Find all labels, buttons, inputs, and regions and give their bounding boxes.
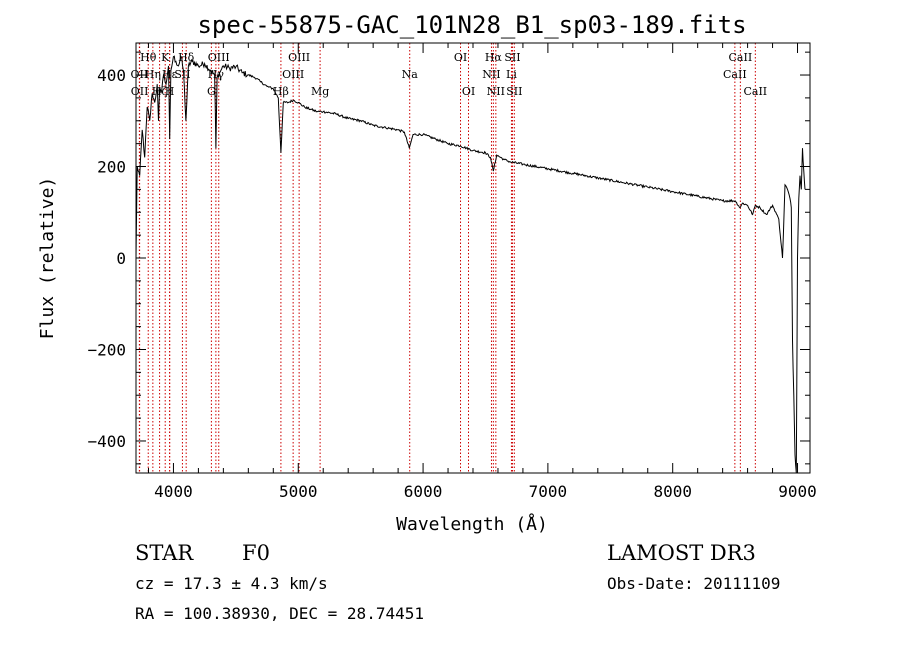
x-tick-label: 7000 — [529, 482, 568, 501]
spectral-line-label: NII — [482, 68, 500, 81]
spectrum-layer — [135, 55, 806, 474]
spectral-line-label: Hα — [485, 51, 503, 64]
x-tick-label: 4000 — [154, 482, 193, 501]
spectral-line-label: CaII — [729, 51, 753, 64]
axes — [135, 42, 811, 474]
coordinates: RA = 100.38930, DEC = 28.74451 — [135, 604, 424, 623]
spectral-line-label: SII — [174, 68, 190, 81]
spectral-line-label: OIII — [282, 68, 304, 81]
spectral-line-markers — [138, 43, 756, 473]
plot-frame — [135, 42, 811, 474]
x-tick-label: 5000 — [279, 482, 318, 501]
object-subclass: F0 — [242, 541, 270, 565]
spectral-line-label: SII — [506, 85, 522, 98]
spectral-line-label: OIII — [288, 51, 310, 64]
spectral-line-label: Hη — [145, 68, 161, 81]
x-axis-label: Wavelength (Å) — [396, 513, 548, 535]
spectral-line-label: Na — [402, 68, 419, 81]
spectral-line-label: SII — [504, 51, 520, 64]
y-axis-label: Flux (relative) — [37, 177, 58, 340]
y-tick-label: −400 — [87, 432, 126, 451]
spectral-line-label: OIII — [208, 51, 230, 64]
spectral-line-label: OII — [131, 85, 149, 98]
spectral-line-label: CaII — [743, 85, 767, 98]
y-tick-label: 200 — [97, 158, 126, 177]
survey-name: LAMOST DR3 — [607, 541, 756, 565]
object-class: STAR — [135, 541, 194, 565]
obs-date: Obs-Date: 20111109 — [607, 574, 780, 593]
x-tick-label: 8000 — [653, 482, 692, 501]
spectral-line-label: Mg — [311, 85, 329, 98]
spectral-line-label: Hε — [162, 68, 178, 81]
spectral-line-label: G — [207, 85, 216, 98]
spectral-line-label: CaII — [723, 68, 747, 81]
y-tick-label: 0 — [116, 249, 126, 268]
spectral-line-label: H — [165, 85, 175, 98]
y-tick-label: 400 — [97, 66, 126, 85]
spectral-line-label: OII — [131, 68, 149, 81]
x-tick-label: 6000 — [404, 482, 443, 501]
redshift-value: cz = 17.3 ± 4.3 km/s — [135, 574, 328, 593]
spectral-line-label: K — [161, 51, 170, 64]
spectrum-line — [135, 55, 806, 474]
chart-title: spec-55875-GAC_101N28_B1_sp03-189.fits — [197, 11, 746, 39]
spectral-line-label: OI — [462, 85, 475, 98]
x-tick-label: 9000 — [778, 482, 817, 501]
spectral-line-label: Hθ — [140, 51, 157, 64]
ticks: 4000 5000 6000 7000 8000 9000 −400 −200 0 200 400 — [87, 43, 817, 501]
spectral-line-label: NII — [487, 85, 505, 98]
spectral-line-label: Li — [506, 68, 517, 81]
spectral-line-label: OI — [454, 51, 467, 64]
y-tick-label: −200 — [87, 340, 126, 359]
